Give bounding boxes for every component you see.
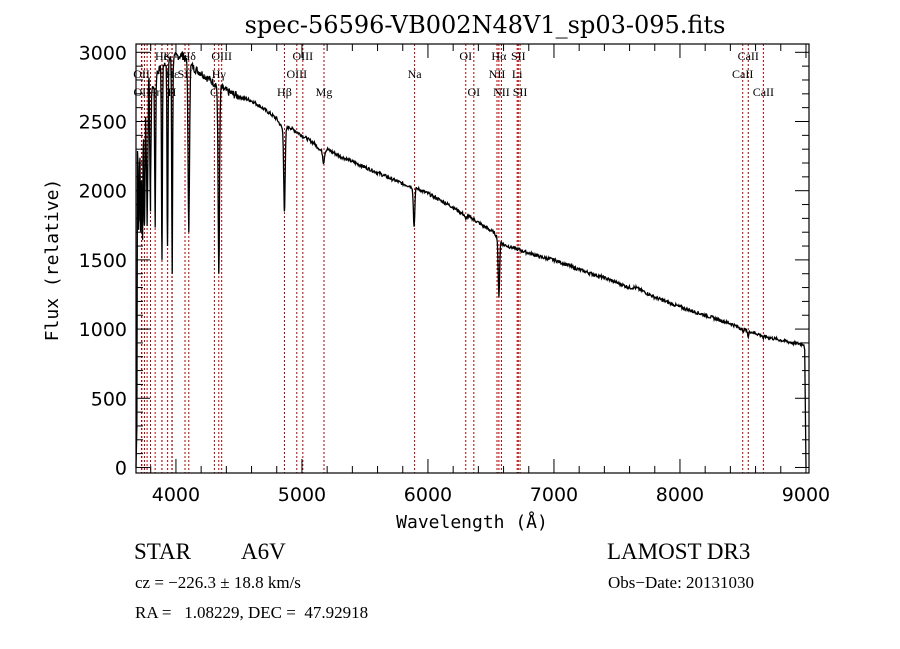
line-marker-label: OIII [293, 49, 314, 63]
y-axis-label: Flux (relative) [42, 179, 63, 342]
line-marker-label: Hβ [277, 85, 292, 99]
line-marker-label: OIII [211, 49, 232, 63]
line-marker-label: Hα [491, 49, 507, 63]
survey-name: LAMOST DR3 [607, 539, 751, 564]
y-tick-label: 3000 [79, 42, 127, 64]
line-marker-label: G [210, 85, 219, 99]
chart-title: spec-56596-VB002N48V1_sp03-095.fits [245, 11, 726, 39]
line-marker-label: He [155, 49, 169, 63]
line-marker-label: Na [408, 67, 423, 81]
subclass: A6V [241, 539, 286, 564]
y-tick-label: 1000 [79, 319, 127, 341]
line-marker-label: OIII [286, 67, 307, 81]
line-marker-label: SII [513, 85, 528, 99]
line-marker-label: CaII [738, 49, 759, 63]
line-marker-label: SII [178, 67, 193, 81]
line-marker-label: SII [511, 49, 526, 63]
y-tick-label: 1500 [79, 250, 127, 272]
x-tick-label: 5000 [278, 484, 326, 506]
line-marker-label: H [168, 85, 177, 99]
x-tick-label: 8000 [656, 484, 704, 506]
obs-date: Obs−Date: 20131030 [608, 573, 755, 592]
line-marker-label: OI [459, 49, 472, 63]
coordinates-line: RA = 1.08229, DEC = 47.92918 [135, 603, 369, 622]
x-axis: 4000 5000 6000 7000 8000 9000 [150, 44, 830, 506]
x-tick-label: 4000 [152, 484, 200, 506]
line-marker-label: Hγ [212, 67, 227, 81]
redshift-line: cz = −226.3 ± 18.8 km/s [135, 573, 301, 592]
x-tick-label: 9000 [782, 484, 830, 506]
y-tick-label: 0 [115, 457, 127, 479]
line-marker-label: OII [133, 85, 150, 99]
line-marker-label: K [163, 49, 172, 63]
line-marker-label: CaII [732, 67, 753, 81]
object-class: STAR [134, 539, 191, 564]
line-marker-label: Mg [316, 85, 333, 99]
line-marker-label: OI [467, 85, 480, 99]
line-marker-label: Li [512, 67, 523, 81]
line-marker-label: NII [493, 85, 510, 99]
y-axis: 0 500 1000 1500 2000 2500 3000 [79, 42, 809, 479]
x-tick-label: 7000 [530, 484, 578, 506]
y-tick-label: 500 [91, 388, 127, 410]
plot-frame [135, 43, 810, 474]
line-marker-label: NII [489, 67, 506, 81]
x-tick-label: 6000 [404, 484, 452, 506]
line-marker-label: OII [133, 67, 150, 81]
y-tick-label: 2500 [79, 111, 127, 133]
line-markers [141, 44, 764, 473]
line-marker-label: CaII [753, 85, 774, 99]
y-tick-label: 2000 [79, 181, 127, 203]
spectrum-line [135, 51, 807, 468]
x-axis-label: Wavelength (Å) [396, 511, 548, 533]
spectrum-series [135, 51, 807, 468]
